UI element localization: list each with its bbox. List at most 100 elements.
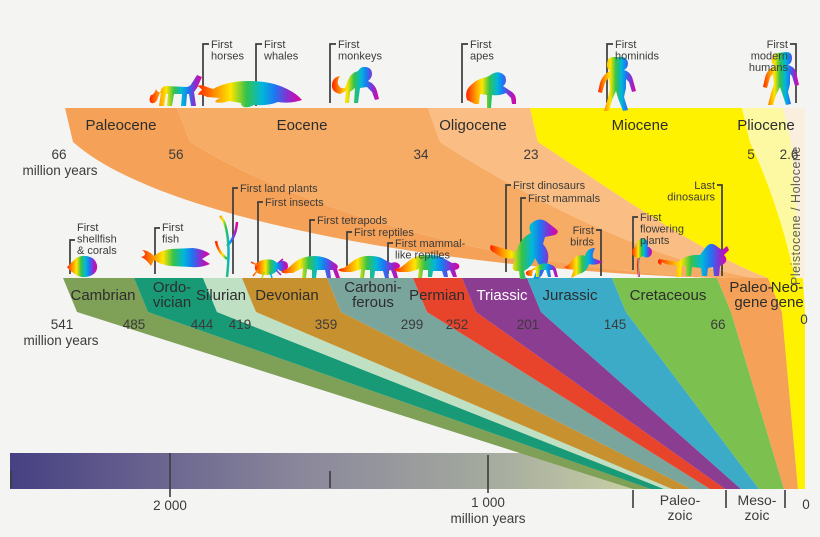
period-band-triassic (462, 278, 541, 312)
annotation-first-flowering-plants-l3: plants (640, 235, 670, 247)
era-label-mesozoic: Meso- (738, 492, 777, 508)
top-epoch-band (65, 108, 805, 142)
period-fan-cambrian (77, 312, 651, 489)
mid-tick-299: 299 (401, 317, 424, 332)
epoch-label-miocene: Miocene (612, 117, 669, 134)
period-band-jurassic (527, 278, 626, 312)
top-tick-34: 34 (413, 147, 429, 162)
bracket-first-dinosaurs (505, 184, 511, 272)
top-annotations: First horses First whales First monkeys … (211, 39, 788, 74)
annotation-first-reptiles: First reptiles (354, 227, 414, 239)
fan-pliocene (750, 142, 799, 278)
annotation-last-dinosaurs: Last (694, 180, 715, 192)
period-fan (77, 312, 805, 489)
mammal-icon (525, 263, 558, 277)
annotation-first-flowering-plants-l2: flowering (640, 224, 684, 236)
annotation-first-dinosaurs: First dinosaurs (513, 180, 586, 192)
epoch-label-pliocene: Pliocene (737, 117, 795, 134)
middle-period-band (63, 278, 805, 312)
annotation-first-flowering-plants: First (640, 212, 661, 224)
period-fan-jurassic (541, 312, 759, 489)
period-fan-silurian (217, 312, 672, 489)
monkey-icon (331, 66, 379, 103)
annotation-first-monkeys-l2: monkeys (338, 51, 383, 63)
period-fan-carboniferous (341, 312, 710, 489)
top-tick-66: 66 (51, 147, 66, 162)
epoch-band-pliocene (742, 108, 791, 142)
insect-legs-icon (250, 258, 284, 279)
bird-icon (564, 248, 603, 278)
mid-tick-201: 201 (517, 317, 540, 332)
shellfish-icon (67, 255, 98, 278)
annotation-first-mammal-like-reptiles: First mammal- (395, 238, 466, 250)
annotation-first-land-plants: First land plants (240, 183, 318, 195)
period-fan-neogene (782, 312, 805, 489)
annotation-first-horses: First (211, 39, 232, 51)
annotation-first-modern-humans: First (767, 39, 788, 51)
annotation-first-fish: First (162, 222, 183, 234)
fish-icon (141, 248, 210, 268)
fan-paleocene (73, 142, 729, 278)
epoch-band-paleocene (65, 108, 190, 142)
bracket-first-land-plants (232, 187, 238, 274)
epoch-label-oligocene: Oligocene (439, 117, 507, 134)
hominid-icon (598, 57, 636, 111)
period-fan-devonian (256, 312, 691, 489)
whale-icon (197, 81, 302, 108)
annotation-first-fish-l2: fish (162, 234, 179, 246)
fan-pleistocene-holocene (791, 142, 805, 278)
annotation-first-hominids-l2: hominids (615, 51, 660, 63)
annotation-first-modern-humans-l3: humans (749, 62, 789, 74)
flower-icon (632, 238, 652, 258)
period-label-paleogene: Paleo- (729, 279, 772, 296)
period-label-jurassic: Jurassic (542, 287, 598, 304)
bar-tick-0: 0 (802, 497, 810, 512)
mid-tick-419: 419 (229, 317, 252, 332)
period-band-silurian (203, 278, 256, 312)
era-label-mesozoic-l2: zoic (745, 507, 770, 523)
bracket-first-shellfish (69, 239, 75, 274)
period-label-paleogene-l2: gene (734, 294, 767, 311)
mid-tick-66: 66 (710, 317, 725, 332)
top-tick-23: 23 (523, 147, 538, 162)
bracket-first-hominids (606, 43, 613, 103)
period-labels: Cambrian Ordo- vician Silurian Devonian … (70, 279, 803, 311)
mid-tick-0: 0 (800, 312, 808, 327)
annotation-first-hominids: First (615, 39, 636, 51)
mid-unit-label: million years (23, 333, 98, 348)
period-label-triassic: Triassic (476, 287, 528, 304)
period-fan-paleogene (731, 312, 798, 489)
period-label-silurian: Silurian (196, 287, 246, 304)
period-band-ordovician (134, 278, 217, 312)
epoch-band-oligocene (428, 108, 538, 142)
bar-tick-2000: 2 000 (153, 498, 187, 513)
top-tick-2-6: 2.6 (780, 147, 799, 162)
flower-stem-icon (637, 255, 640, 278)
bracket-first-reptiles (346, 231, 352, 266)
period-fan-ordovician (148, 312, 664, 489)
annotation-last-dinosaurs-l2: dinosaurs (667, 192, 715, 204)
period-label-neogene-l2: gene (770, 294, 803, 311)
mid-tick-444: 444 (191, 317, 214, 332)
epoch-label-paleocene: Paleocene (86, 117, 157, 134)
mid-tick-145: 145 (604, 317, 627, 332)
top-tick-5: 5 (747, 147, 755, 162)
tetrapod-icon (281, 256, 340, 278)
period-band-devonian (242, 278, 341, 312)
bottom-bar-ticks (10, 453, 786, 508)
period-label-cretaceous: Cretaceous (630, 287, 707, 304)
fan-miocene (538, 142, 795, 278)
annotation-first-monkeys: First (338, 39, 359, 51)
cenozoic-fan (73, 142, 805, 278)
insect-icon (254, 259, 288, 275)
bar-tick-1000: 1 000 (471, 495, 505, 510)
annotation-first-whales: First (264, 39, 285, 51)
annotation-first-mammal-like-reptiles-l2: like reptiles (395, 250, 451, 262)
era-label-paleozoic-l2: zoic (668, 507, 693, 523)
period-label-ordovician: Ordo- (153, 279, 191, 296)
bracket-first-insects (257, 201, 263, 266)
middle-scale-numbers: 541 485 444 419 359 299 252 201 145 66 0… (23, 312, 807, 348)
period-band-permian (413, 278, 476, 312)
